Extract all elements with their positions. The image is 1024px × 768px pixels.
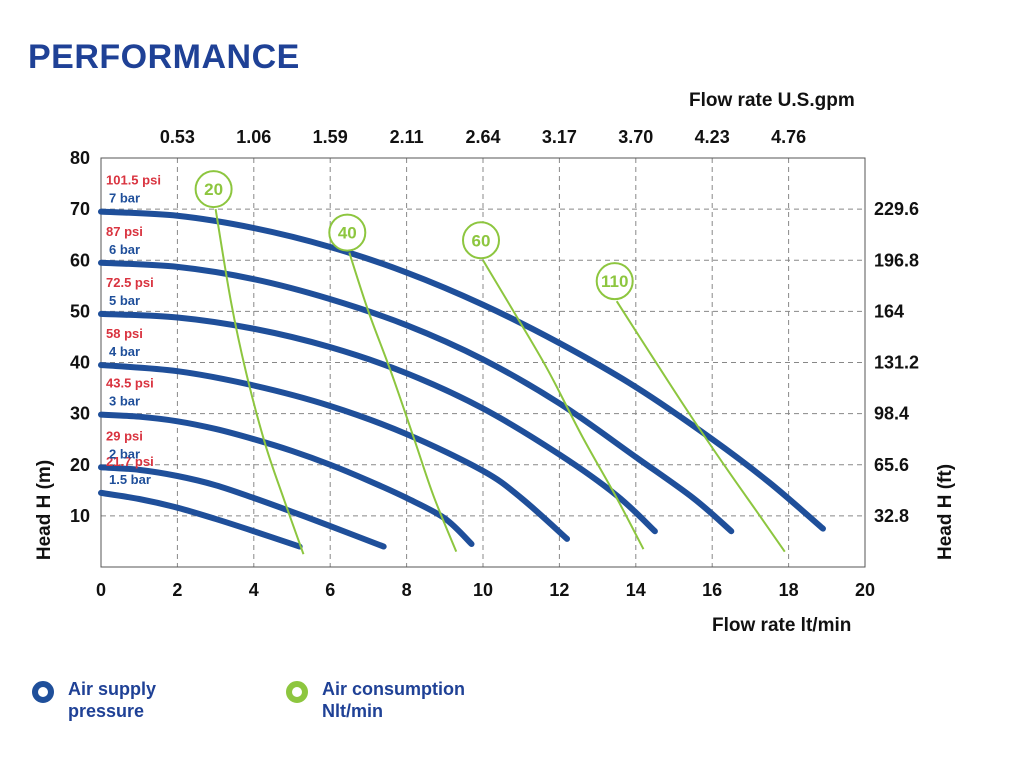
x-tick-label: 20: [855, 580, 875, 600]
axis-labels: 0 2 4 6 8 10 12 14 16 18 20 10 20 30 40 50 60 70 80 0.53 1.0…: [34, 90, 956, 636]
consumption-curve: [615, 300, 786, 553]
x-tick-label: 12: [549, 580, 569, 600]
x-tick-label: 8: [402, 580, 412, 600]
right-tick-label: 229.6: [874, 199, 919, 219]
consumption-curve: [214, 208, 305, 555]
y-tick-label: 70: [70, 199, 90, 219]
pressure-curve: [98, 489, 303, 550]
consumption-bubble-label: 60: [472, 231, 491, 250]
right-tick-label: 164: [874, 301, 904, 321]
pressure-curves: [98, 208, 826, 550]
consumption-bubble: [328, 213, 367, 252]
top-tick-label: 4.76: [771, 127, 806, 147]
right-tick-label: 196.8: [874, 250, 919, 270]
bar-label: 1.5 bar: [109, 472, 151, 487]
y-tick-label: 40: [70, 353, 90, 373]
right-tick-label: 98.4: [874, 404, 909, 424]
x-tick-label: 16: [702, 580, 722, 600]
psi-label: 87 psi: [106, 224, 143, 239]
consumption-bubble: [194, 170, 233, 209]
legend-pressure-line1: Air supply: [68, 679, 157, 699]
consumption-bubble: [462, 221, 500, 260]
bar-label: 4 bar: [109, 344, 140, 359]
x-tick-label: 18: [779, 580, 799, 600]
performance-chart: 21.7 psi 1.5 bar 29 psi 2 bar 43.5 psi 3 bar 5…: [34, 90, 956, 636]
top-tick-label: 4.23: [695, 127, 730, 147]
pressure-curve: [98, 464, 387, 550]
page-title: PERFORMANCE: [28, 38, 300, 76]
consumption-bubble: [595, 262, 634, 301]
psi-label: 29 psi: [106, 428, 143, 443]
top-tick-label: 3.17: [542, 127, 577, 147]
top-tick-label: 1.06: [236, 127, 271, 147]
pressure-curve: [98, 362, 571, 542]
right-tick-label: 131.2: [874, 353, 919, 373]
pressure-curve: [98, 310, 658, 535]
x-tick-label: 14: [626, 580, 646, 600]
legend-consumption-line1: Air consumption: [322, 679, 465, 699]
consumption-curve: [348, 252, 458, 553]
x-axis-title: Flow rate lt/min: [712, 615, 851, 636]
legend-pressure: Air supply pressure: [32, 678, 156, 722]
y-tick-label: 30: [70, 404, 90, 424]
consumption-bubble-label: 110: [601, 272, 628, 291]
bar-label: 5 bar: [109, 293, 140, 308]
top-tick-label: 2.11: [390, 127, 424, 147]
pressure-curve: [98, 208, 826, 532]
y-tick-label: 50: [70, 301, 90, 321]
legend-consumption: Air consumption Nlt/min: [286, 678, 465, 722]
x-tick-label: 6: [325, 580, 335, 600]
x-tick-label: 10: [473, 580, 493, 600]
y-tick-label: 10: [70, 506, 90, 526]
x-tick-label: 2: [172, 580, 182, 600]
y-tick-label: 60: [70, 250, 90, 270]
psi-label: 58 psi: [106, 326, 143, 341]
psi-label: 101.5 psi: [106, 173, 161, 188]
x-tick-label: 4: [249, 580, 259, 600]
green-circle-icon: [286, 681, 308, 703]
y-axis-title-left: Head H (m): [34, 460, 55, 560]
x-tick-label: 0: [96, 580, 106, 600]
top-tick-label: 1.59: [313, 127, 348, 147]
top-tick-label: 3.70: [618, 127, 653, 147]
psi-label: 21.7 psi: [106, 454, 154, 469]
bar-label: 6 bar: [109, 242, 140, 257]
pressure-curve: [98, 259, 735, 535]
top-axis-title: Flow rate U.S.gpm: [689, 90, 855, 111]
y-tick-label: 20: [70, 455, 90, 475]
right-tick-label: 65.6: [874, 455, 909, 475]
legend-consumption-line2: Nlt/min: [322, 701, 383, 721]
blue-circle-icon: [32, 681, 54, 703]
consumption-curves: [214, 208, 786, 555]
top-tick-label: 2.64: [465, 127, 500, 147]
consumption-bubble-label: 20: [204, 180, 223, 199]
consumption-curve: [482, 259, 645, 550]
bar-label: 3 bar: [109, 394, 140, 409]
psi-label: 72.5 psi: [106, 275, 154, 290]
y-axis-title-right: Head H (ft): [935, 464, 956, 560]
right-tick-label: 32.8: [874, 506, 909, 526]
pressure-curve: [98, 411, 475, 547]
legend-pressure-line2: pressure: [68, 701, 145, 721]
y-tick-label: 80: [70, 148, 90, 168]
psi-label: 43.5 psi: [106, 376, 154, 391]
curve-labels: 21.7 psi 1.5 bar 29 psi 2 bar 43.5 psi 3 bar 5…: [106, 170, 634, 487]
top-tick-label: 0.53: [160, 127, 195, 147]
bar-label: 7 bar: [109, 191, 140, 206]
bar-label: 2 bar: [109, 446, 140, 461]
consumption-bubble-label: 40: [338, 224, 357, 243]
